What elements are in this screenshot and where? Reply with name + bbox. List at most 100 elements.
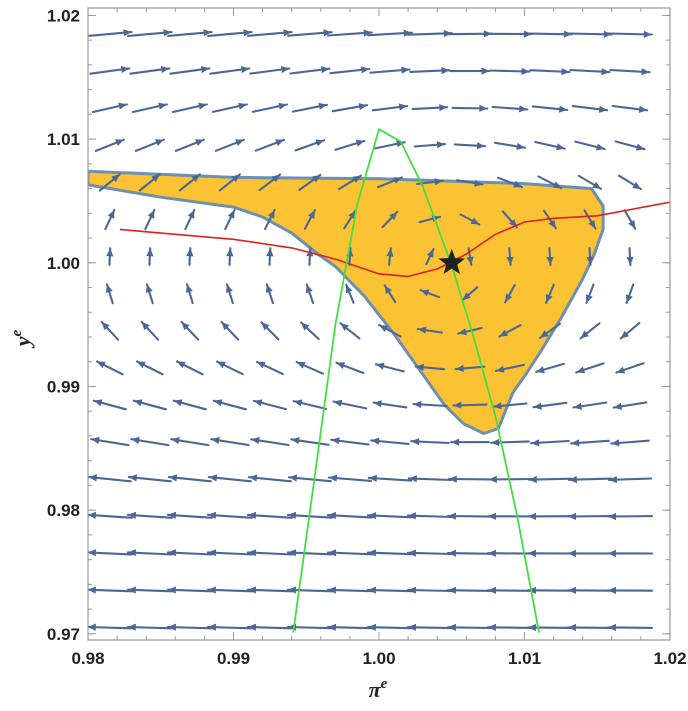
field-arrow	[531, 105, 569, 113]
field-arrow	[496, 176, 523, 189]
field-arrow-head	[491, 438, 500, 447]
field-arrow	[175, 360, 204, 376]
field-arrow-head	[528, 549, 536, 557]
field-arrow	[626, 247, 634, 267]
field-arrow	[264, 208, 276, 231]
field-arrow	[406, 512, 453, 520]
field-arrow	[407, 475, 453, 483]
field-arrow	[126, 511, 173, 519]
field-arrow	[88, 623, 133, 631]
field-arrow-head	[488, 623, 496, 631]
field-arrow	[180, 320, 200, 341]
field-arrow	[410, 438, 450, 446]
field-arrow-head	[118, 102, 127, 110]
steady-state-star	[438, 248, 466, 275]
field-arrow	[88, 549, 133, 557]
field-arrow-head	[345, 284, 353, 294]
field-arrow	[607, 30, 653, 38]
field-arrow	[372, 400, 408, 409]
field-arrow-head	[611, 439, 620, 447]
field-arrow-head	[635, 143, 645, 151]
field-arrow-head	[488, 475, 497, 483]
field-arrow	[286, 586, 333, 594]
field-arrow	[246, 549, 293, 557]
field-arrow-head	[439, 104, 448, 112]
field-arrow	[126, 549, 173, 557]
field-arrow-head	[186, 248, 194, 257]
field-arrow-head	[160, 65, 170, 74]
field-arrow	[461, 286, 479, 302]
field-arrow-head	[253, 399, 263, 407]
field-arrow	[329, 66, 371, 75]
field-arrow	[446, 549, 493, 557]
field-arrow-head	[355, 139, 365, 147]
x-tick-label: 1.02	[653, 649, 686, 668]
field-arrow	[537, 175, 563, 190]
field-arrow	[530, 439, 570, 447]
field-arrow-head	[318, 102, 327, 110]
field-arrow-head	[331, 437, 340, 445]
field-arrow-head	[448, 475, 457, 483]
field-arrow	[459, 213, 481, 226]
field-arrow-head	[278, 102, 287, 110]
field-arrow-head	[340, 323, 349, 331]
field-arrow	[98, 173, 121, 192]
field-arrow	[416, 326, 443, 334]
field-arrow	[606, 512, 654, 521]
field-arrow	[140, 320, 160, 341]
field-arrow-head	[608, 623, 616, 632]
field-arrow-head	[88, 623, 96, 631]
field-arrow	[170, 436, 210, 447]
field-arrow-head	[407, 586, 416, 594]
field-arrow-head	[155, 139, 164, 146]
field-arrow	[451, 104, 489, 112]
field-arrow	[287, 474, 332, 483]
field-arrow	[207, 474, 252, 483]
field-arrow-head	[561, 68, 570, 76]
field-arrow	[489, 67, 531, 75]
field-arrow	[486, 623, 533, 631]
field-arrow-head	[173, 399, 183, 407]
field-arrow	[606, 623, 654, 632]
field-arrow	[251, 102, 288, 113]
field-arrow-head	[361, 66, 370, 74]
field-arrow-head	[568, 512, 576, 520]
field-arrow	[623, 209, 637, 230]
field-arrow-head	[107, 209, 115, 219]
field-arrow-head	[195, 139, 204, 146]
field-arrow	[374, 140, 406, 150]
field-arrow-head	[238, 102, 247, 110]
field-arrow-head	[488, 549, 496, 557]
field-arrow	[367, 29, 413, 37]
field-arrow-head	[327, 511, 337, 520]
field-arrow	[566, 512, 614, 520]
field-arrow-head	[368, 474, 377, 482]
field-arrow	[609, 68, 651, 76]
field-arrow-head	[407, 623, 416, 631]
field-arrow-head	[137, 361, 146, 369]
field-arrow	[575, 362, 605, 374]
field-arrow	[539, 322, 561, 339]
field-arrow	[546, 247, 554, 267]
field-arrow	[406, 586, 453, 594]
field-arrow	[326, 549, 373, 557]
y-axis-label-base: y	[10, 336, 35, 349]
field-arrow	[343, 209, 357, 230]
field-arrow	[88, 586, 133, 594]
x-tick-label: 1.01	[508, 649, 541, 668]
field-arrow	[265, 283, 274, 305]
field-arrow	[414, 363, 446, 371]
field-arrow	[210, 436, 250, 447]
field-arrow-head	[247, 511, 257, 519]
field-arrow	[212, 399, 247, 411]
field-arrow	[406, 623, 453, 631]
x-axis-label: πe	[369, 676, 388, 702]
field-arrow	[303, 209, 316, 230]
field-arrow	[586, 247, 594, 267]
field-arrow-head	[474, 179, 483, 187]
field-arrow	[246, 511, 293, 519]
field-arrow	[206, 511, 253, 519]
field-arrow-head	[327, 586, 336, 594]
axes: 0.98 0.99 1.00 1.01 1.02 0.97 0.98 0.99 1.00 1.01…	[47, 6, 687, 668]
field-arrow-head	[328, 474, 338, 482]
